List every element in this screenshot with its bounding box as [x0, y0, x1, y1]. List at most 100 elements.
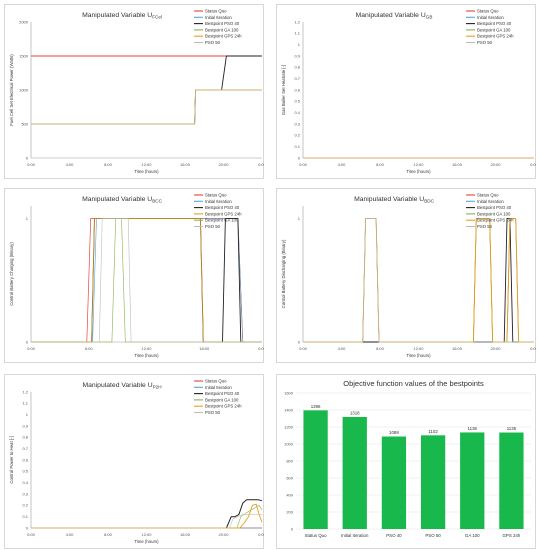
x-tick-label: 16:00 [452, 162, 463, 167]
chart-panel-battery-discharging: Manipulated Variable UBDC 0 1 0:00 4:00 8:00 1… [276, 188, 536, 363]
chart-svg-objective-bars: Objective function values of the bestpoi… [276, 374, 536, 549]
series-line [303, 218, 534, 343]
series-line [31, 89, 262, 125]
chart-title: Objective function values of the bestpoi… [343, 379, 484, 388]
legend-label: Bestpoint GA 100 [477, 27, 511, 32]
chart-title: Manipulated Variable UBCC [82, 196, 163, 204]
chart-title-main: Manipulated Variable U [354, 196, 424, 203]
y-tick-label: 0.7 [294, 76, 300, 81]
x-tick-label: 20:00 [490, 162, 501, 167]
x-axis-label: Time (hours) [406, 353, 431, 358]
bar [381, 436, 407, 529]
y-axis-label: Gas Boiler Set Heatrate [-] [281, 65, 286, 115]
y-tick-label: 0.2 [294, 133, 300, 138]
y-tick-label: 0.5 [294, 99, 300, 104]
x-axis-label: Time (hours) [406, 169, 431, 174]
x-tick-label: 4:00 [338, 162, 347, 167]
series-line [31, 217, 262, 343]
y-tick-label: 0 [26, 525, 29, 530]
chart-title-subscript: P2H [153, 385, 162, 390]
y-tick-label: 1.1 [22, 401, 28, 406]
y-tick-label: 800 [286, 459, 293, 464]
y-tick-label: 0.3 [294, 121, 300, 126]
chart-title-main: Manipulated Variable U [82, 382, 152, 389]
y-tick-label: 1000 [19, 87, 29, 92]
legend-label: Initial Iteration [477, 199, 504, 204]
legend-label: PSO 50 [477, 40, 493, 45]
series-line [31, 218, 262, 343]
x-tick-label: 0:00 [27, 162, 36, 167]
series-line [303, 217, 534, 343]
legend-label: Status Quo [477, 193, 499, 198]
series-line [303, 218, 534, 343]
legend-label: Bestpoint GA 100 [477, 211, 511, 216]
x-tick-label: 18:00 [199, 346, 210, 351]
series-line [31, 89, 262, 125]
bar [460, 432, 485, 529]
x-tick-label: 12:00 [141, 162, 152, 167]
x-axis-label: Time (hours) [134, 353, 159, 358]
legend-label: Bestpoint PSO 40 [205, 391, 240, 396]
x-tick-label: 0:00 [299, 162, 308, 167]
y-tick-label: 0.6 [22, 457, 28, 462]
y-tick-label: 0 [291, 527, 294, 532]
legend-label: Initial Iteration [205, 15, 232, 20]
legend-label: PSO 50 [205, 410, 221, 415]
y-tick-label: 1.2 [22, 389, 28, 394]
x-tick-label: 16:00 [180, 162, 191, 167]
chart-frame [4, 374, 264, 549]
chart-title: Manipulated Variable UGB [356, 12, 433, 20]
chart-title: Manipulated Variable UP2H [82, 382, 161, 390]
bar-value-label: 1088 [389, 430, 399, 435]
y-tick-label: 0.8 [22, 435, 28, 440]
bar-value-label: 1136 [468, 426, 478, 431]
x-tick-label: 8:00 [376, 162, 385, 167]
x-tick-label: 4:00 [66, 162, 75, 167]
series-line [303, 218, 534, 343]
chart-title-subscript: FCel [152, 15, 162, 20]
legend-label: Bestpoint GPS 24h [477, 218, 514, 223]
y-tick-label: 600 [286, 476, 293, 481]
y-tick-label: 1.1 [294, 31, 300, 36]
y-tick-label: 1 [26, 412, 29, 417]
x-tick-label: 4:00 [338, 346, 347, 351]
chart-title-main: Manipulated Variable U [82, 196, 152, 203]
chart-title-subscript: GB [426, 15, 433, 20]
bar-value-label: 1396 [311, 404, 321, 409]
chart-frame [4, 4, 264, 179]
y-tick-label: 0.1 [22, 514, 28, 519]
y-axis-label: Control Battery Charging (Binary) [9, 242, 14, 306]
legend-label: Status Quo [205, 379, 227, 384]
chart-panel-gas-boiler: Manipulated Variable UGB 0 0.1 0.2 0.3 0.4 0.5… [276, 4, 536, 179]
y-tick-label: 0.1 [294, 144, 300, 149]
chart-title: Manipulated Variable UFCel [82, 12, 162, 20]
chart-title: Manipulated Variable UBDC [354, 196, 435, 204]
x-tick-label: 12:00 [413, 346, 424, 351]
chart-frame [276, 4, 536, 179]
x-tick-label: 12:00 [141, 346, 152, 351]
legend-label: Bestpoint PSO 40 [205, 205, 240, 210]
y-tick-label: 0.5 [22, 469, 28, 474]
x-category-label: PSO 40 [386, 533, 402, 538]
y-tick-label: 0.9 [22, 423, 28, 428]
x-axis-label: Time (hours) [134, 539, 159, 544]
series-line [31, 89, 262, 125]
y-tick-label: 1000 [284, 442, 294, 447]
bar [499, 432, 524, 529]
x-category-label: Initial Iteration [341, 533, 369, 538]
series-line [303, 218, 534, 343]
legend-label: PSO 50 [205, 224, 221, 229]
y-tick-label: 0.2 [22, 503, 28, 508]
chart-svg-gas-boiler: Manipulated Variable UGB 0 0.1 0.2 0.3 0.4 0.5… [276, 4, 536, 179]
x-tick-label: 8:00 [104, 162, 113, 167]
legend-label: Initial Iteration [205, 199, 232, 204]
legend-label: Bestpoint PSO 40 [477, 21, 512, 26]
y-tick-label: 1500 [19, 53, 29, 58]
y-tick-label: 0.7 [22, 446, 28, 451]
x-tick-label: 0:00 [530, 162, 536, 167]
y-tick-label: 0.6 [294, 87, 300, 92]
chart-title-main: Manipulated Variable U [82, 12, 152, 19]
bar [342, 416, 367, 529]
legend-label: Status Quo [205, 9, 227, 14]
x-tick-label: 16:00 [452, 346, 463, 351]
